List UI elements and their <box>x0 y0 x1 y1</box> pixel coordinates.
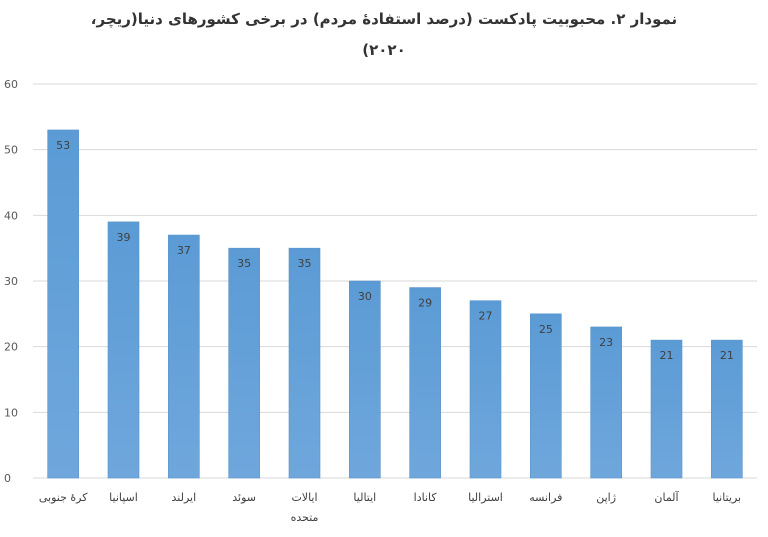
data-label: 37 <box>177 244 191 257</box>
x-tick-label: بریتانیا <box>713 491 742 504</box>
x-tick-label: فرانسه <box>529 491 562 504</box>
x-tick-label: کرهٔ جنوبی <box>39 491 88 504</box>
x-axis: کرهٔ جنوبی اسپانیا ایرلند سوئد ایالات متحده ای… <box>39 490 741 524</box>
y-tick-label: 0 <box>4 472 11 485</box>
data-labels: 53 39 37 35 35 30 29 27 25 23 21 21 <box>56 139 734 362</box>
y-tick-label: 60 <box>4 78 18 91</box>
data-label: 27 <box>479 310 493 323</box>
data-label: 21 <box>660 349 674 362</box>
y-tick-label: 20 <box>4 341 18 354</box>
x-tick-label: ژاپن <box>596 491 616 504</box>
x-tick-label: آلمان <box>654 490 679 504</box>
data-label: 30 <box>358 290 372 303</box>
bars <box>47 129 743 479</box>
x-tick-label: اسپانیا <box>109 491 138 504</box>
x-tick-label: استرالیا <box>468 491 503 504</box>
y-tick-label: 50 <box>4 144 18 157</box>
bar <box>711 339 743 479</box>
x-tick-label: ایرلند <box>172 491 197 504</box>
bar <box>590 326 622 479</box>
x-tick-label: متحده <box>291 511 319 524</box>
bar <box>168 234 200 479</box>
y-tick-label: 40 <box>4 209 18 222</box>
data-label: 39 <box>117 231 131 244</box>
data-label: 23 <box>599 336 613 349</box>
y-axis: 0 10 20 30 40 50 60 <box>4 78 18 485</box>
data-label: 53 <box>56 139 70 152</box>
data-label: 29 <box>418 297 432 310</box>
data-label: 35 <box>298 257 312 270</box>
x-tick-label: ایتالیا <box>353 491 376 504</box>
data-label: 35 <box>237 257 251 270</box>
bar <box>228 247 260 479</box>
bar <box>47 129 79 479</box>
x-tick-label: ایالات <box>291 491 317 504</box>
chart-title-line-2: ۲۰۲۰) <box>362 41 406 59</box>
x-tick-label: کانادا <box>414 491 438 504</box>
bar <box>650 339 683 479</box>
x-tick-label: سوئد <box>232 491 256 504</box>
data-label: 21 <box>720 349 734 362</box>
bar <box>469 300 502 479</box>
bar <box>107 221 140 479</box>
bar <box>530 313 562 479</box>
data-label: 25 <box>539 323 553 336</box>
bar <box>288 247 321 479</box>
y-tick-label: 10 <box>4 406 18 419</box>
chart-title: نمودار ۲. محبوبیت پادکست (درصد استفادهٔ … <box>0 4 768 66</box>
bar <box>409 287 441 479</box>
bar <box>349 280 381 479</box>
y-tick-label: 30 <box>4 275 18 288</box>
chart-title-line-1: نمودار ۲. محبوبیت پادکست (درصد استفادهٔ … <box>90 10 678 28</box>
gridlines <box>33 83 757 479</box>
